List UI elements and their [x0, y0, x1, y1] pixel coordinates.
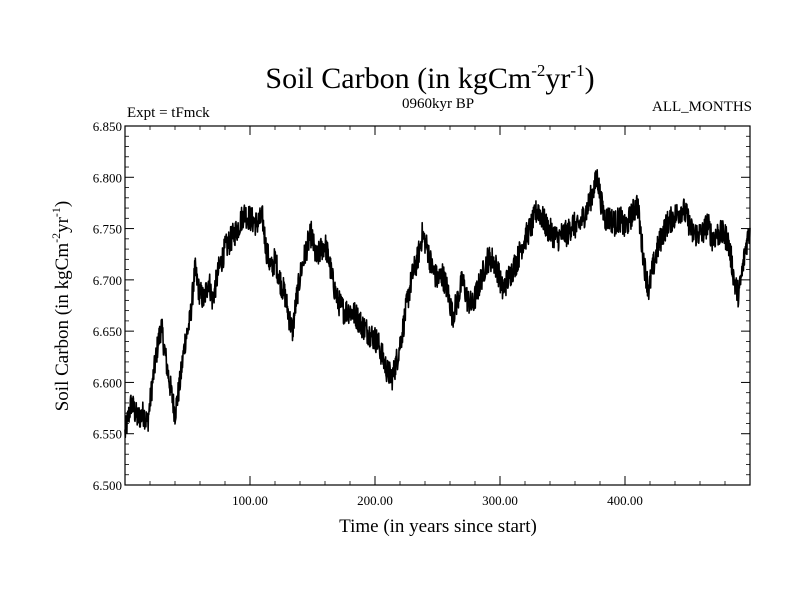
series-line-soil-carbon [124, 168, 751, 439]
chart-title: Soil Carbon (in kgCm-2yr-1) [265, 61, 594, 95]
y-axis-label: Soil Carbon (in kgCm-2yr-1) [49, 201, 73, 412]
tick-labels: 6.500 6.550 6.600 6.650 6.700 6.750 6.800 6.850… [93, 119, 643, 508]
x-tick-label: 300.00 [482, 493, 518, 508]
subtitle-center: 0960kyr BP [402, 96, 474, 112]
subtitle-left: Expt = tFmck [127, 105, 210, 121]
y-tick-label: 6.850 [93, 119, 122, 134]
y-tick-label: 6.500 [93, 478, 122, 493]
subtitle-right: ALL_MONTHS [652, 99, 752, 115]
y-tick-label: 6.700 [93, 273, 122, 288]
y-tick-label: 6.600 [93, 375, 122, 390]
y-tick-label: 6.650 [93, 324, 122, 339]
y-tick-label: 6.750 [93, 222, 122, 237]
y-tick-label: 6.550 [93, 427, 122, 442]
axis-ticks [125, 125, 750, 486]
x-tick-label: 100.00 [232, 493, 268, 508]
x-tick-label: 200.00 [357, 493, 393, 508]
y-tick-label: 6.800 [93, 170, 122, 185]
x-tick-label: 400.00 [607, 493, 643, 508]
plot-frame [124, 125, 751, 486]
x-axis-label: Time (in years since start) [339, 516, 537, 537]
